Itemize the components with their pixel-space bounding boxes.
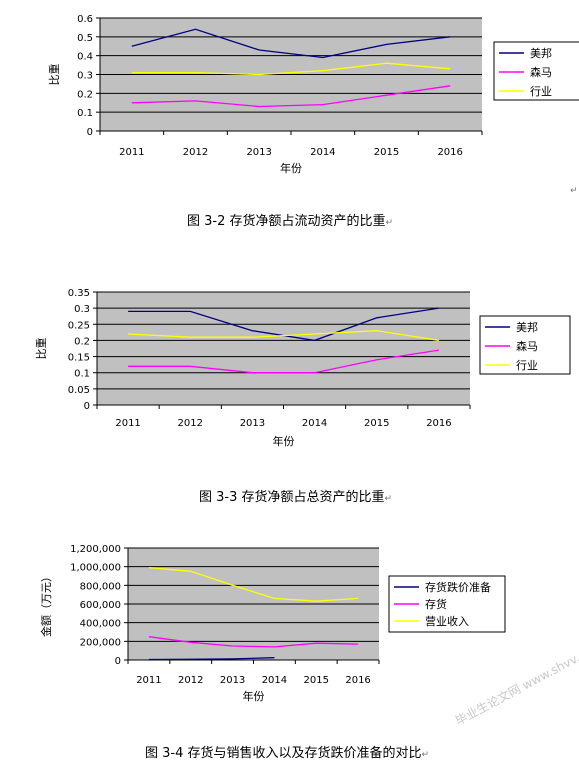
chart-inventory-vs-revenue: 0 200,000 400,000 600,000 800,000 1,000,000 1,…	[39, 544, 506, 703]
y-axis-label: 比重	[34, 338, 48, 360]
y-tick-label: 0.3	[77, 71, 93, 82]
x-tick-label: 2012	[183, 147, 208, 158]
series-line-2	[148, 636, 359, 648]
x-tick-label: 2013	[220, 675, 245, 686]
y-tick-label: 0.35	[68, 288, 90, 299]
legend-label: 美邦	[530, 47, 552, 60]
x-tick-label: 2014	[302, 418, 327, 429]
y-tick-label: 0.1	[77, 108, 93, 119]
x-tick-label: 2011	[115, 418, 140, 429]
legend-label: 行业	[530, 85, 552, 98]
y-tick-label: 200,000	[80, 637, 121, 648]
plot-area	[97, 292, 470, 405]
x-tick-label: 2013	[246, 147, 271, 158]
x-tick-label: 2015	[364, 418, 389, 429]
y-axis-label: 金额（万元）	[39, 571, 53, 637]
x-axis-label: 年份	[273, 434, 295, 448]
series-line-3	[128, 330, 440, 342]
legend-label: 存货跌价准备	[425, 580, 491, 594]
y-tick-label: 400,000	[80, 619, 121, 630]
x-tick-label: 2012	[178, 675, 203, 686]
x-axis-label: 年份	[243, 689, 265, 703]
legend-label: 森马	[516, 339, 538, 353]
legend-label: 营业收入	[425, 614, 469, 628]
y-tick-label: 0.5	[77, 33, 93, 44]
y-tick-label: 600,000	[80, 600, 121, 611]
x-tick-label: 2011	[119, 147, 144, 158]
y-tick-label: 0.6	[77, 14, 93, 25]
y-tick-label: 0.2	[74, 336, 90, 347]
legend-label: 森马	[530, 65, 552, 79]
y-tick-label: 0.1	[74, 369, 90, 380]
x-axis-label: 年份	[280, 161, 302, 175]
caption-figure-3-2: 图 3-2 存货净额占流动资产的比重↵	[187, 214, 394, 229]
y-tick-label: 0	[115, 656, 121, 667]
x-tick-label: 2016	[345, 675, 370, 686]
series-line-2	[131, 85, 451, 108]
x-tick-label: 2016	[426, 418, 451, 429]
y-tick-label: 0	[87, 127, 93, 138]
x-tick-label: 2015	[304, 675, 329, 686]
series-line-3	[148, 566, 359, 602]
x-tick-label: 2015	[374, 147, 399, 158]
x-tick-label: 2014	[310, 147, 335, 158]
x-tick-label: 2011	[136, 675, 161, 686]
chart-inventory-to-total-assets: 0 0.05 0.1 0.15 0.2 0.25 0.3 0.35 2011 2012 2013 20…	[34, 288, 571, 448]
y-tick-label: 0.25	[68, 320, 90, 331]
caption-figure-3-4: 图 3-4 存货与销售收入以及存货跌价准备的对比↵	[145, 746, 430, 761]
y-tick-label: 0.4	[77, 52, 93, 63]
y-tick-label: 0.3	[74, 304, 90, 315]
series-line-1	[131, 28, 451, 59]
paragraph-mark: ↵	[570, 186, 578, 196]
y-tick-label: 1,200,000	[70, 544, 121, 555]
y-tick-label: 800,000	[80, 581, 121, 592]
x-tick-label: 2012	[178, 418, 203, 429]
x-tick-label: 2016	[437, 147, 462, 158]
y-tick-label: 1,000,000	[70, 563, 121, 574]
y-tick-label: 0.05	[68, 385, 90, 396]
series-line-1	[148, 657, 275, 661]
legend-label: 行业	[516, 359, 538, 372]
legend-label: 存货	[425, 597, 447, 611]
y-tick-label: 0.2	[77, 89, 93, 100]
y-axis-label: 比重	[47, 64, 61, 86]
legend-label: 美邦	[516, 321, 538, 334]
x-tick-label: 2014	[262, 675, 287, 686]
series-line-2	[128, 349, 440, 374]
series-line-3	[131, 62, 451, 76]
caption-figure-3-3: 图 3-3 存货净额占总资产的比重↵	[199, 490, 393, 505]
chart-inventory-to-current-assets: 0 0.1 0.2 0.3 0.4 0.5 0.6 2011 2012 2013 2014 2015 2…	[47, 14, 579, 175]
y-tick-label: 0	[84, 401, 90, 412]
y-tick-label: 0.15	[68, 353, 90, 364]
x-tick-label: 2013	[240, 418, 265, 429]
